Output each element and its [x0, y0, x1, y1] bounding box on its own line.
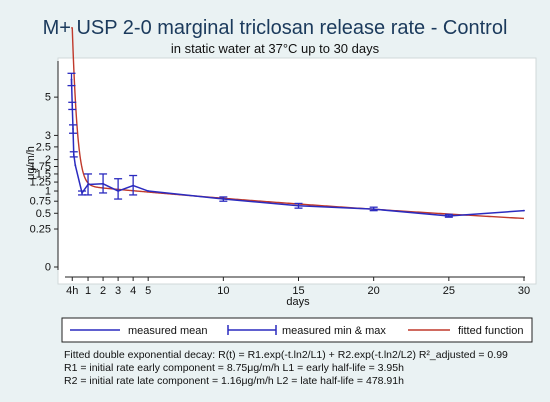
- y-tick-label: 0.25: [30, 224, 51, 236]
- min-max-error-bar: [444, 213, 453, 218]
- min-max-error-bar: [219, 196, 228, 202]
- y-tick-label: 0.5: [36, 208, 51, 220]
- y-tick-label: 0.75: [30, 196, 51, 208]
- min-max-error-bar: [84, 173, 93, 196]
- min-max-error-bar: [369, 206, 378, 212]
- y-tick-label: 2.5: [36, 141, 51, 153]
- y-axis-label: μg/m/h: [25, 146, 37, 180]
- min-max-error-bar: [69, 124, 78, 134]
- x-tick-label: 5: [145, 285, 151, 297]
- x-tick-label: 20: [368, 285, 380, 297]
- y-tick-label: 5: [45, 92, 51, 104]
- y-tick-label: 2: [45, 154, 51, 166]
- x-tick-label: 1: [85, 285, 91, 297]
- min-max-error-bar: [67, 72, 76, 87]
- plot-area: [57, 57, 537, 285]
- y-tick-label: 3: [45, 130, 51, 142]
- x-ticks: 4h 1 2 3 4 5 10 15 20 25 30: [66, 277, 530, 297]
- x-axis-label: days: [286, 296, 310, 308]
- min-max-error-bar: [68, 101, 77, 111]
- x-tick-label: 4: [130, 285, 136, 297]
- y-tick-label: 0: [45, 262, 51, 274]
- legend-label-fit: fitted function: [458, 325, 523, 337]
- x-tick-label: 25: [443, 285, 455, 297]
- annotation-line-2: R1 = initial rate early component = 8.75…: [64, 362, 404, 374]
- annotation-line-3: R2 = initial rate late component = 1.16μ…: [64, 375, 404, 387]
- measured-mean-line: [70, 79, 525, 217]
- legend-label-minmax: measured min & max: [282, 325, 386, 337]
- min-max-error-bar: [129, 174, 138, 196]
- series-layer: [67, 27, 525, 220]
- legend-label-mean: measured mean: [128, 325, 208, 337]
- min-max-error-bar: [294, 202, 303, 209]
- legend-swatch-minmax: [227, 325, 277, 335]
- min-max-error-bar: [99, 173, 108, 194]
- x-tick-label: 3: [115, 285, 121, 297]
- chart-title: M+ USP 2-0 marginal triclosan release ra…: [43, 17, 508, 39]
- y-tick-label: 1.75: [30, 161, 51, 173]
- x-tick-label: 10: [217, 285, 229, 297]
- measured-mean-point: [147, 190, 150, 192]
- annotation-line-1: Fitted double exponential decay: R(t) = …: [64, 349, 508, 361]
- y-tick-label: 1: [45, 186, 51, 198]
- min-max-error-bar: [114, 178, 123, 200]
- x-tick-label: 30: [518, 285, 530, 297]
- x-tick-label: 2: [100, 285, 106, 297]
- y-tick-label: 1.25: [30, 177, 51, 189]
- chart-subtitle: in static water at 37°C up to 30 days: [171, 41, 380, 56]
- measured-mean-point: [523, 209, 525, 212]
- x-tick-label: 15: [292, 285, 304, 297]
- legend: [61, 317, 533, 343]
- measured-mean-point: [74, 164, 77, 166]
- y-tick-label: 1.5: [36, 168, 51, 180]
- min-max-error-bar: [69, 151, 78, 158]
- x-tick-label: 4h: [66, 285, 78, 297]
